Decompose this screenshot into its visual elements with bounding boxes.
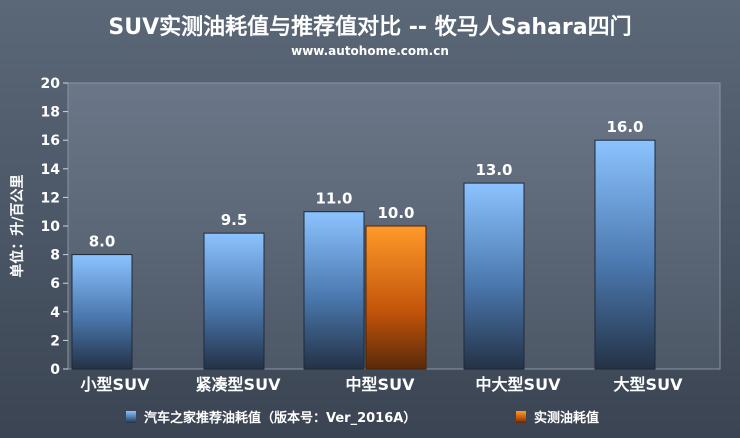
y-tick-label: 4 <box>50 305 60 321</box>
x-axis: 小型SUV 紧凑型SUV 中型SUV 中大型SUV 大型SUV <box>81 375 684 394</box>
x-tick-label: 中大型SUV <box>476 375 562 394</box>
x-tick-label: 小型SUV <box>81 375 151 394</box>
legend: 汽车之家推荐油耗值（版本号：Ver_2016A） 实测油耗值 <box>126 410 599 426</box>
y-tick-label: 14 <box>41 162 61 178</box>
y-axis: 0 2 4 6 8 10 12 14 16 18 20 <box>41 76 68 378</box>
legend-swatch-recommended <box>126 411 136 423</box>
y-axis-label: 单位：升/百公里 <box>9 174 26 277</box>
bar-recommended <box>594 139 656 370</box>
y-tick-label: 2 <box>50 333 60 349</box>
y-tick-label: 10 <box>41 219 61 235</box>
x-tick-label: 大型SUV <box>614 375 684 394</box>
value-label-recommended: 9.5 <box>221 211 248 229</box>
bar-recommended <box>71 254 133 370</box>
legend-label-measured: 实测油耗值 <box>534 410 599 426</box>
value-label-recommended: 11.0 <box>315 190 352 208</box>
y-tick-label: 0 <box>50 362 60 378</box>
legend-swatch-measured <box>516 411 526 423</box>
x-tick-label: 中型SUV <box>346 375 416 394</box>
y-tick-label: 6 <box>50 276 60 292</box>
bar-recommended <box>203 232 265 370</box>
value-label-measured: 10.0 <box>377 204 414 222</box>
legend-label-recommended: 汽车之家推荐油耗值（版本号：Ver_2016A） <box>144 410 416 426</box>
x-tick-label: 紧凑型SUV <box>196 375 282 394</box>
y-tick-label: 8 <box>50 248 60 264</box>
bar-recommended <box>303 211 365 370</box>
y-tick-label: 18 <box>41 105 60 121</box>
value-label-recommended: 16.0 <box>606 118 643 136</box>
y-tick-label: 12 <box>41 190 60 206</box>
bar-measured <box>365 225 427 370</box>
bars: 8.0 9.5 11.0 10.0 13.0 16.0 <box>71 118 656 370</box>
y-tick-label: 20 <box>41 76 61 92</box>
y-tick-label: 16 <box>41 133 60 149</box>
value-label-recommended: 13.0 <box>475 161 512 179</box>
value-label-recommended: 8.0 <box>89 233 116 251</box>
chart-title: SUV实测油耗值与推荐值对比 -- 牧马人Sahara四门 <box>108 14 631 40</box>
chart-subtitle: www.autohome.com.cn <box>291 44 449 58</box>
bar-recommended <box>463 182 525 370</box>
